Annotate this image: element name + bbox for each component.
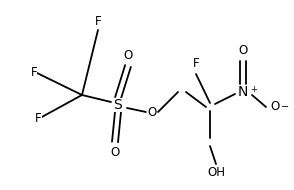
- Text: O: O: [123, 49, 133, 62]
- Text: OH: OH: [207, 166, 225, 179]
- Text: N: N: [238, 85, 248, 99]
- Text: F: F: [193, 57, 199, 70]
- Text: O: O: [238, 44, 248, 57]
- Text: −: −: [281, 102, 289, 112]
- Text: O: O: [110, 146, 120, 159]
- Text: O: O: [270, 101, 279, 113]
- Text: O: O: [147, 105, 157, 119]
- Text: F: F: [35, 112, 42, 124]
- Text: +: +: [250, 85, 257, 94]
- Text: F: F: [95, 15, 101, 28]
- Text: S: S: [113, 98, 122, 112]
- Text: F: F: [30, 66, 37, 78]
